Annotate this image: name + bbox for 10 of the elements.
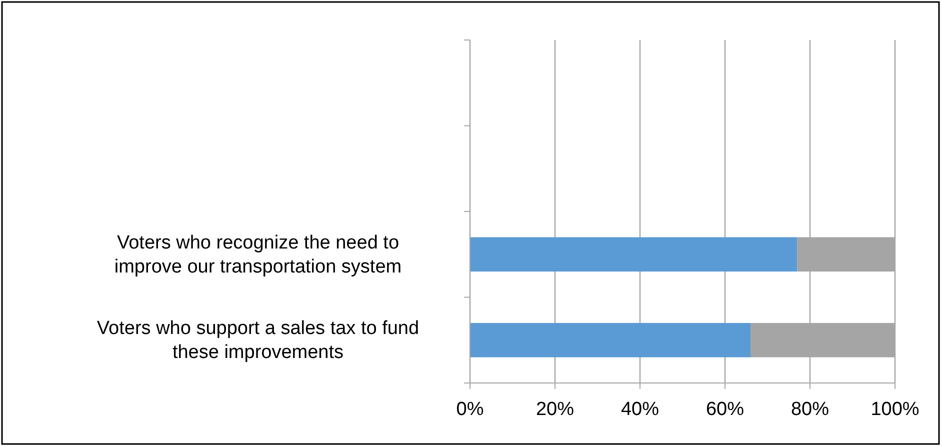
x-tick-label: 80% — [790, 399, 830, 420]
bar — [470, 237, 798, 272]
x-tick-label: 60% — [706, 399, 744, 420]
x-tick-label: 0% — [456, 399, 484, 420]
bar — [470, 322, 750, 358]
y-tick-label: Voters who recognize the need to improve our transportation system — [114, 232, 402, 278]
x-tick-label: 100% — [870, 399, 920, 420]
x-tick-label: 40% — [620, 399, 660, 420]
y-tick-label: Voters who support a sales tax to fund these improvements — [96, 318, 420, 364]
x-tick-label: 20% — [536, 399, 574, 420]
